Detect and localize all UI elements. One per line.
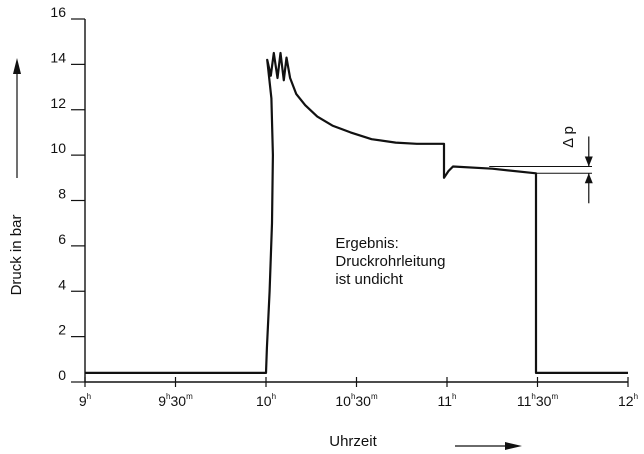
x-arrowhead: [505, 442, 522, 450]
y-tick-label: 0: [58, 367, 66, 383]
y-tick-label: 6: [58, 231, 66, 247]
x-tick-label: 11h: [438, 392, 457, 409]
result-annotation: Ergebnis: Druckrohrleitung ist undicht: [335, 235, 445, 288]
pressure-line: [85, 51, 628, 374]
y-tick-label: 12: [50, 95, 66, 111]
axes: [84, 19, 628, 383]
y-axis-label: Druck in bar: [8, 215, 25, 296]
y-tick-label: 2: [58, 322, 66, 338]
x-tick-label: 9h30m: [158, 392, 193, 409]
delta-p-upper-arrowhead: [584, 156, 593, 167]
annotations-layer: Ergebnis: Druckrohrleitung ist undicht Δ p: [335, 126, 593, 288]
x-tick-label: 12h: [618, 392, 638, 409]
x-axis-label: Uhrzeit: [329, 433, 377, 450]
y-axis-ticks: 0 2 4 6 8 10 12 14 16: [50, 4, 85, 383]
delta-p-lower-arrowhead: [584, 173, 593, 184]
y-tick-label: 10: [50, 140, 66, 156]
delta-p-label: Δ p: [560, 126, 577, 148]
y-axis-arrow: [13, 58, 21, 178]
y-tick-label: 16: [50, 4, 66, 20]
x-tick-label: 9h: [79, 392, 91, 409]
x-tick-label: 11h30m: [517, 392, 559, 409]
x-axis-arrow: [455, 442, 522, 450]
y-arrowhead: [13, 58, 21, 74]
x-tick-label: 10h: [256, 392, 276, 409]
x-axis-ticks: 9h 9h30m 10h 10h30m 11h 11h30m 12h: [79, 377, 638, 409]
series-layer: [85, 51, 628, 374]
y-tick-label: 4: [58, 276, 66, 292]
y-tick-label: 8: [58, 186, 66, 202]
x-tick-label: 10h30m: [335, 392, 378, 409]
y-tick-label: 14: [50, 49, 66, 65]
